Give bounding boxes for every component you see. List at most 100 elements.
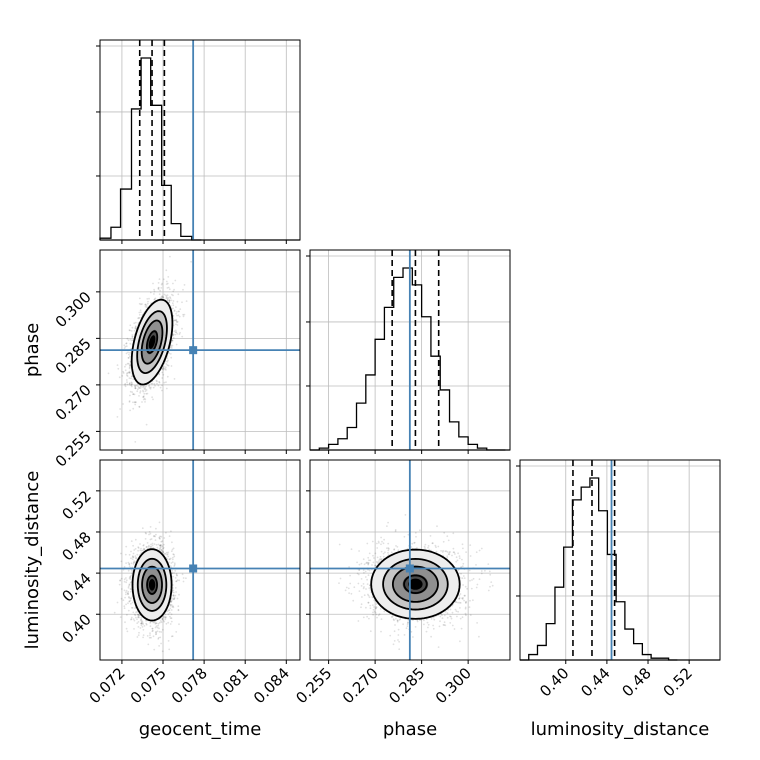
sample-point [125,562,127,564]
sample-point [155,527,157,530]
sample-point [182,577,185,579]
sample-point [175,318,178,321]
sample-point [158,627,160,630]
sample-point [165,622,168,625]
sample-point [157,543,160,546]
sample-point [158,380,161,383]
sample-point [172,598,175,601]
sample-point [172,282,174,285]
sample-point [143,625,146,627]
sample-point [123,578,126,581]
sample-point [159,297,162,299]
sample-point [149,632,151,635]
sample-point [142,396,145,398]
sample-point [140,547,142,550]
sample-point [159,546,162,549]
sample-point [154,535,157,538]
sample-point [128,584,131,586]
sample-point [134,327,137,330]
sample-point [167,555,170,558]
sample-point [134,387,137,390]
sample-point [167,640,170,642]
sample-point [130,375,133,378]
panel-frame [519,459,721,661]
sample-point [119,616,122,618]
sample-point [137,317,140,319]
sample-point [182,580,185,583]
sample-point [182,288,184,291]
contour-line [130,298,174,386]
sample-point [123,344,126,347]
contour-line [136,310,168,374]
sample-point [168,648,171,651]
sample-point [164,368,167,370]
sample-point [147,545,150,548]
sample-point [137,615,140,618]
sample-point [139,627,142,629]
sample-point [176,574,178,577]
sample-point [125,579,128,582]
sample-point [135,616,137,619]
sample-point [162,296,165,299]
sample-point [176,311,178,313]
sample-point [380,543,382,546]
sample-point [360,606,362,609]
sample-point [165,280,168,283]
sample-point [181,301,183,304]
histogram-panel-phase [306,249,511,454]
sample-point [182,313,185,316]
sample-point [145,304,148,307]
sample-point [137,546,140,548]
sample-point [140,622,143,625]
sample-point [123,589,126,592]
sample-point [173,553,175,556]
sample-point [170,635,173,638]
histogram-step-phase [310,267,506,451]
sample-point [176,321,179,323]
sample-point [170,562,173,564]
joint-panel-geocent-time-phase [96,249,301,454]
sample-point [131,326,134,329]
sample-point [165,616,167,619]
sample-point [171,561,174,563]
sample-point [173,563,176,566]
sample-point [139,391,142,394]
sample-point [177,314,180,317]
sample-point [152,535,155,538]
sample-point [133,628,135,630]
sample-point [128,600,131,603]
sample-point [158,548,161,550]
sample-point [130,383,133,386]
sample-point [183,284,186,286]
sample-point [125,589,128,592]
sample-point [173,597,175,600]
sample-point [168,299,171,302]
sample-point [135,611,138,614]
sample-point [125,342,128,345]
sample-point [123,566,126,568]
sample-point [128,583,131,586]
sample-point [142,396,145,398]
sample-point [135,557,137,559]
sample-point [136,384,138,387]
sample-point [148,531,151,533]
sample-point [150,636,152,639]
sample-point [141,620,144,623]
sample-point [129,394,131,397]
sample-point [142,389,144,392]
sample-point [171,598,173,601]
sample-point [145,622,148,625]
sample-point [170,550,173,553]
sample-point [154,620,157,623]
sample-point [162,619,165,622]
sample-point [126,372,128,375]
sample-point [128,565,131,567]
sample-point [173,597,176,599]
sample-point [173,555,176,558]
sample-point [125,581,128,584]
sample-point [128,553,131,556]
sample-point [164,616,166,619]
sample-point [142,398,145,401]
sample-point [118,583,121,586]
sample-point [169,611,171,614]
